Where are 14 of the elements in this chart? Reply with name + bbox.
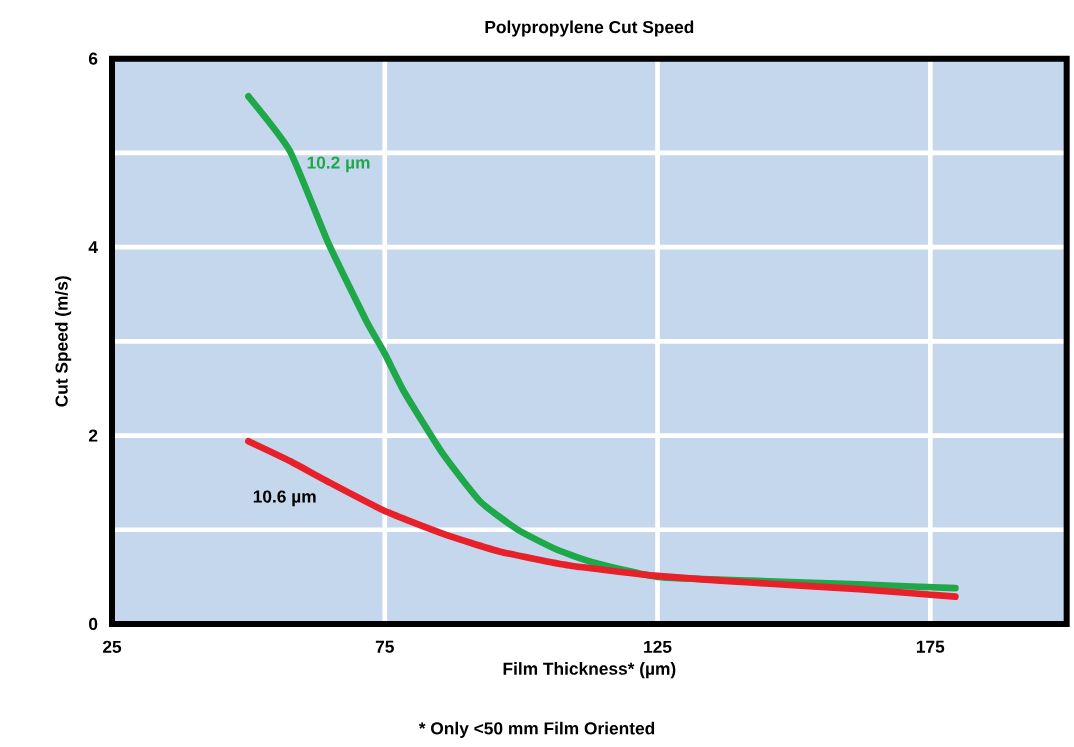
- x-tick-label: 175: [916, 640, 945, 653]
- series-label: 10.6 µm: [253, 490, 316, 507]
- y-tick-label: 2: [88, 429, 98, 442]
- y-tick-label: 4: [88, 241, 98, 254]
- text: * Only <50 mm Film Oriented: [418, 721, 655, 739]
- x-axis-title: Film Thickness* (µm): [503, 662, 676, 679]
- x-tick-label: 125: [644, 640, 672, 654]
- y-axis-title: Cut Speed (m/s): [55, 276, 72, 407]
- chart-title: Polypropylene Cut Speed: [485, 20, 694, 37]
- y-tick-label: 0: [89, 618, 98, 631]
- series-label: 10.2 µm: [307, 156, 370, 173]
- x-tick-label: 75: [375, 640, 394, 653]
- x-tick-label: 25: [102, 640, 122, 654]
- y-tick-label: 6: [88, 52, 98, 65]
